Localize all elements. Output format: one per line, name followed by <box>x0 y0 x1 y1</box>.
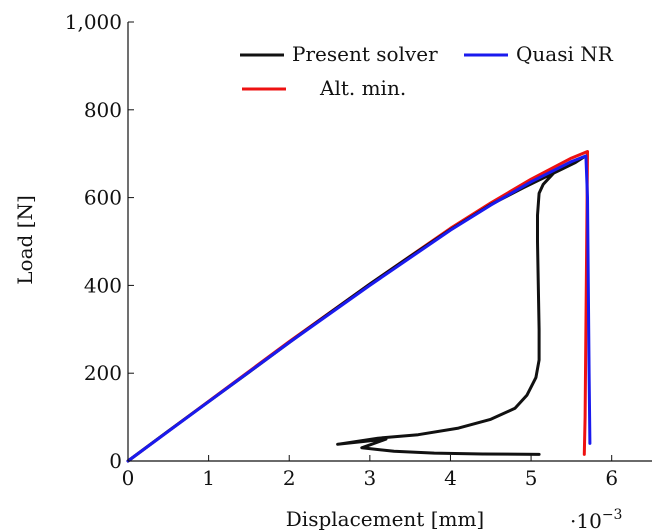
x-tick-label: 3 <box>363 466 376 490</box>
y-axis-title: Load [N] <box>13 195 37 285</box>
x-axis-title: Displacement [mm] <box>286 507 484 531</box>
x-tick-label: 2 <box>283 466 296 490</box>
tick-labels: 0 1 2 3 4 5 6 0 200 400 600 800 1,000 <box>65 10 618 490</box>
y-tick-label: 0 <box>109 449 122 473</box>
y-tick-label: 800 <box>84 98 122 122</box>
x-tick-label: 6 <box>605 466 618 490</box>
x-tick-label: 4 <box>444 466 457 490</box>
x-tick-label: 1 <box>202 466 215 490</box>
series-line-quasi-nr <box>126 154 592 463</box>
legend-label-quasi-nr: Quasi NR <box>516 42 614 66</box>
axes <box>127 21 652 462</box>
y-tick-label: 1,000 <box>65 10 122 34</box>
series-line-present-solver <box>126 155 585 463</box>
x-tick-label: 5 <box>525 466 538 490</box>
legend: Present solver Quasi NR Alt. min. <box>232 34 636 106</box>
x-scale-label: ·10−3 <box>570 507 622 532</box>
legend-label-alt-min: Alt. min. <box>319 76 406 100</box>
y-tick-label: 400 <box>84 273 122 297</box>
series-line-alt-min <box>126 150 589 463</box>
y-tick-label: 200 <box>84 361 122 385</box>
legend-label-present-solver: Present solver <box>292 42 438 66</box>
y-tick-label: 600 <box>84 186 122 210</box>
x-scale-base: ·10 <box>570 509 602 532</box>
plot-area <box>126 150 592 463</box>
x-tick-label: 0 <box>122 466 135 490</box>
x-scale-exponent: −3 <box>602 507 623 523</box>
legend-box <box>232 34 636 106</box>
